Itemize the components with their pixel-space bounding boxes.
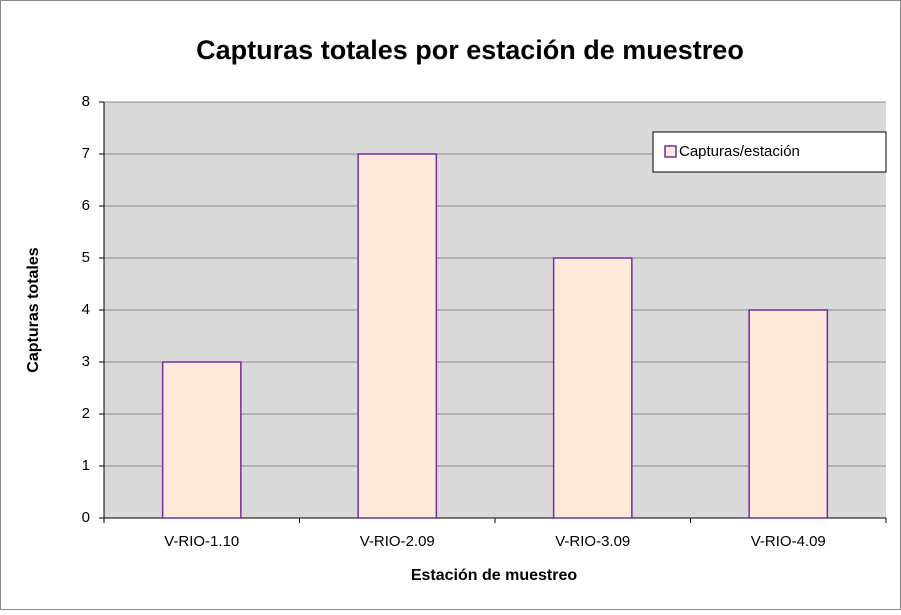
y-tick-label: 0	[82, 509, 90, 526]
y-tick-label: 1	[82, 457, 90, 474]
y-tick-label: 3	[82, 353, 90, 370]
bar	[357, 153, 438, 519]
x-tick-label: V-RIO-1.10	[164, 533, 239, 550]
y-tick-label: 7	[82, 145, 90, 162]
y-tick-label: 2	[82, 405, 90, 422]
bar	[161, 361, 242, 519]
legend-label: Capturas/estación	[679, 143, 800, 160]
legend-swatch	[664, 145, 677, 158]
chart-title: Capturas totales por estación de muestre…	[196, 35, 744, 65]
y-tick-label: 5	[82, 249, 90, 266]
legend-box	[652, 131, 887, 173]
bar	[552, 257, 633, 519]
y-tick-label: 6	[82, 197, 90, 214]
y-tick-label: 4	[82, 301, 90, 318]
bar	[748, 309, 829, 519]
x-axis-label: Estación de muestreo	[411, 567, 578, 584]
x-tick-label: V-RIO-4.09	[751, 533, 826, 550]
x-tick-label: V-RIO-3.09	[555, 533, 630, 550]
x-tick-label: V-RIO-2.09	[360, 533, 435, 550]
y-tick-label: 8	[82, 93, 90, 110]
y-axis-label: Capturas totales	[25, 247, 42, 372]
